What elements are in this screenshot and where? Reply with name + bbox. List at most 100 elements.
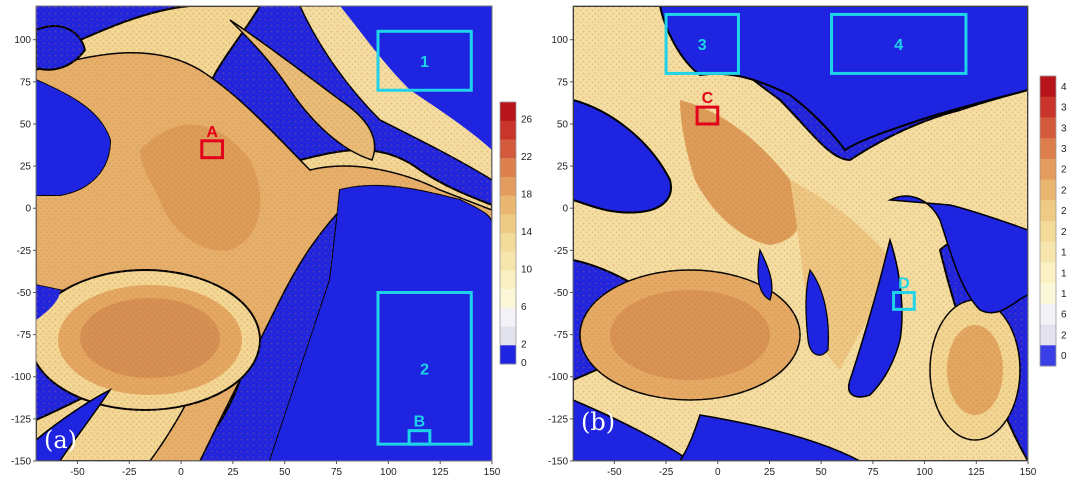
region-A-box — [200, 139, 225, 160]
region-C-label: C — [702, 90, 714, 107]
colorbar-tick-label: 14 — [521, 227, 533, 238]
panel-b: -50 -25 0 25 50 75 100 125 150 100 75 50 25 0 -25 -50 -7… — [548, 5, 1067, 478]
y-tick-label: -100 — [548, 372, 568, 383]
y-tick-label: -75 — [17, 330, 32, 341]
colorbar-swatch — [500, 139, 516, 159]
y-tick-label: 75 — [557, 77, 569, 88]
x-tick-label: 50 — [279, 467, 291, 478]
colorbar-swatch — [1040, 96, 1056, 118]
x-tick-label: 50 — [816, 467, 828, 478]
x-tick-label: 125 — [432, 467, 449, 478]
colorbar-tick-label: 1 — [1061, 248, 1067, 259]
colorbar-tick-label: 2 — [1061, 227, 1067, 238]
colorbar-swatch — [1040, 221, 1056, 243]
panel-a-letter: (a) — [44, 426, 77, 454]
region-A-label: A — [206, 124, 218, 141]
region-4-label: 4 — [894, 37, 903, 54]
colorbar-swatch — [500, 176, 516, 197]
panel-b-regions: 3 4 C D — [664, 12, 968, 311]
colorbar-frame — [499, 101, 517, 365]
colorbar-tick-label: 1 — [1061, 268, 1067, 279]
colorbar-tick-label: 3 — [1061, 103, 1067, 114]
y-tick-label: 100 — [14, 35, 31, 46]
x-tick-label: 25 — [764, 467, 776, 478]
y-tick-label: -125 — [11, 414, 31, 425]
y-tick-label: 75 — [20, 77, 32, 88]
colorbar-swatch — [500, 251, 516, 271]
colorbar-swatch — [500, 307, 516, 328]
panel-b-letter: (b) — [581, 408, 615, 436]
x-tick-label: 0 — [178, 467, 184, 478]
colorbar-tick-label: 0 — [521, 358, 527, 369]
colorbar-tick-label: 2 — [1061, 206, 1067, 217]
panel-a-regions: 1 2 A B — [200, 29, 473, 446]
y-tick-label: -100 — [11, 372, 31, 383]
y-tick-label: -150 — [548, 457, 568, 468]
y-tick-label: 0 — [562, 204, 568, 215]
colorbar-tick-label: 3 — [1061, 144, 1067, 155]
y-tick-label: -25 — [554, 246, 569, 257]
y-tick-label: -25 — [17, 246, 32, 257]
colorbar-tick-label: 10 — [521, 264, 533, 275]
x-tick-label: -25 — [659, 467, 674, 478]
colorbar-tick-label: 22 — [521, 152, 533, 163]
colorbar-tick-label: 26 — [521, 115, 533, 126]
panel-a-colorbar: 26 22 18 14 10 6 2 0 — [499, 101, 533, 369]
colorbar-swatch — [1040, 345, 1056, 367]
panel-b-frame — [572, 5, 1029, 462]
colorbar-tick-label: 2 — [1061, 330, 1067, 341]
y-tick-label: -75 — [554, 330, 569, 341]
region-D-label: D — [898, 275, 910, 292]
colorbar-swatch — [500, 120, 516, 140]
x-tick-label: 150 — [1020, 467, 1037, 478]
colorbar-tick-label: 0 — [1061, 351, 1067, 362]
colorbar-swatch — [1040, 262, 1056, 284]
colorbar-tick-label: 2 — [1061, 185, 1067, 196]
colorbar-swatch — [1040, 76, 1056, 98]
colorbar-swatch — [1040, 303, 1056, 326]
region-3-box — [664, 12, 740, 75]
y-tick-label: 100 — [551, 35, 568, 46]
colorbar-tick-label: 2 — [521, 339, 527, 350]
colorbar-swatch — [500, 102, 516, 122]
y-tick-label: -50 — [17, 288, 32, 299]
colorbar-swatch — [1040, 179, 1056, 201]
y-tick-label: 0 — [25, 204, 31, 215]
colorbar-swatch — [1040, 241, 1056, 263]
x-tick-label: 100 — [380, 467, 397, 478]
y-tick-label: -50 — [554, 288, 569, 299]
colorbar-swatch — [500, 158, 516, 178]
region-1-box — [376, 29, 473, 92]
y-tick-label: 50 — [20, 119, 32, 130]
x-tick-label: -50 — [70, 467, 85, 478]
panel-a-axes: -50 -25 0 25 50 75 100 125 150 100 75 50 25 0 -25 -50 -7… — [11, 35, 501, 478]
region-2-label: 2 — [420, 361, 429, 378]
colorbar-frame — [1039, 75, 1057, 367]
colorbar-tick-label: 2 — [1061, 165, 1067, 176]
colorbar-tick-label: 18 — [521, 190, 533, 201]
colorbar-swatch — [500, 233, 516, 253]
y-tick-label: -150 — [11, 457, 31, 468]
x-tick-label: -50 — [607, 467, 622, 478]
panel-a-field — [36, 6, 492, 461]
colorbar-swatch — [1040, 117, 1056, 139]
colorbar-swatch — [1040, 324, 1056, 346]
region-1-label: 1 — [420, 54, 429, 71]
x-tick-label: 0 — [715, 467, 721, 478]
colorbar-tick-label: 1 — [1061, 289, 1067, 300]
colorbar-swatch — [1040, 158, 1056, 181]
region-3-label: 3 — [698, 37, 707, 54]
colorbar-tick-label: 6 — [1061, 310, 1067, 321]
y-tick-label: 25 — [20, 162, 32, 173]
colorbar-tick-label: 4 — [1061, 82, 1067, 93]
y-tick-label: 50 — [557, 119, 569, 130]
panel-a-frame — [35, 5, 493, 462]
x-tick-label: 150 — [484, 467, 501, 478]
colorbar-swatch — [1040, 138, 1056, 160]
colorbar-swatch — [500, 270, 516, 290]
region-4-box — [830, 12, 968, 75]
region-B-label: B — [414, 414, 426, 431]
colorbar-swatch — [500, 214, 516, 234]
panel-b-axes: -50 -25 0 25 50 75 100 125 150 100 75 50 25 0 -25 -50 -7… — [548, 35, 1037, 478]
